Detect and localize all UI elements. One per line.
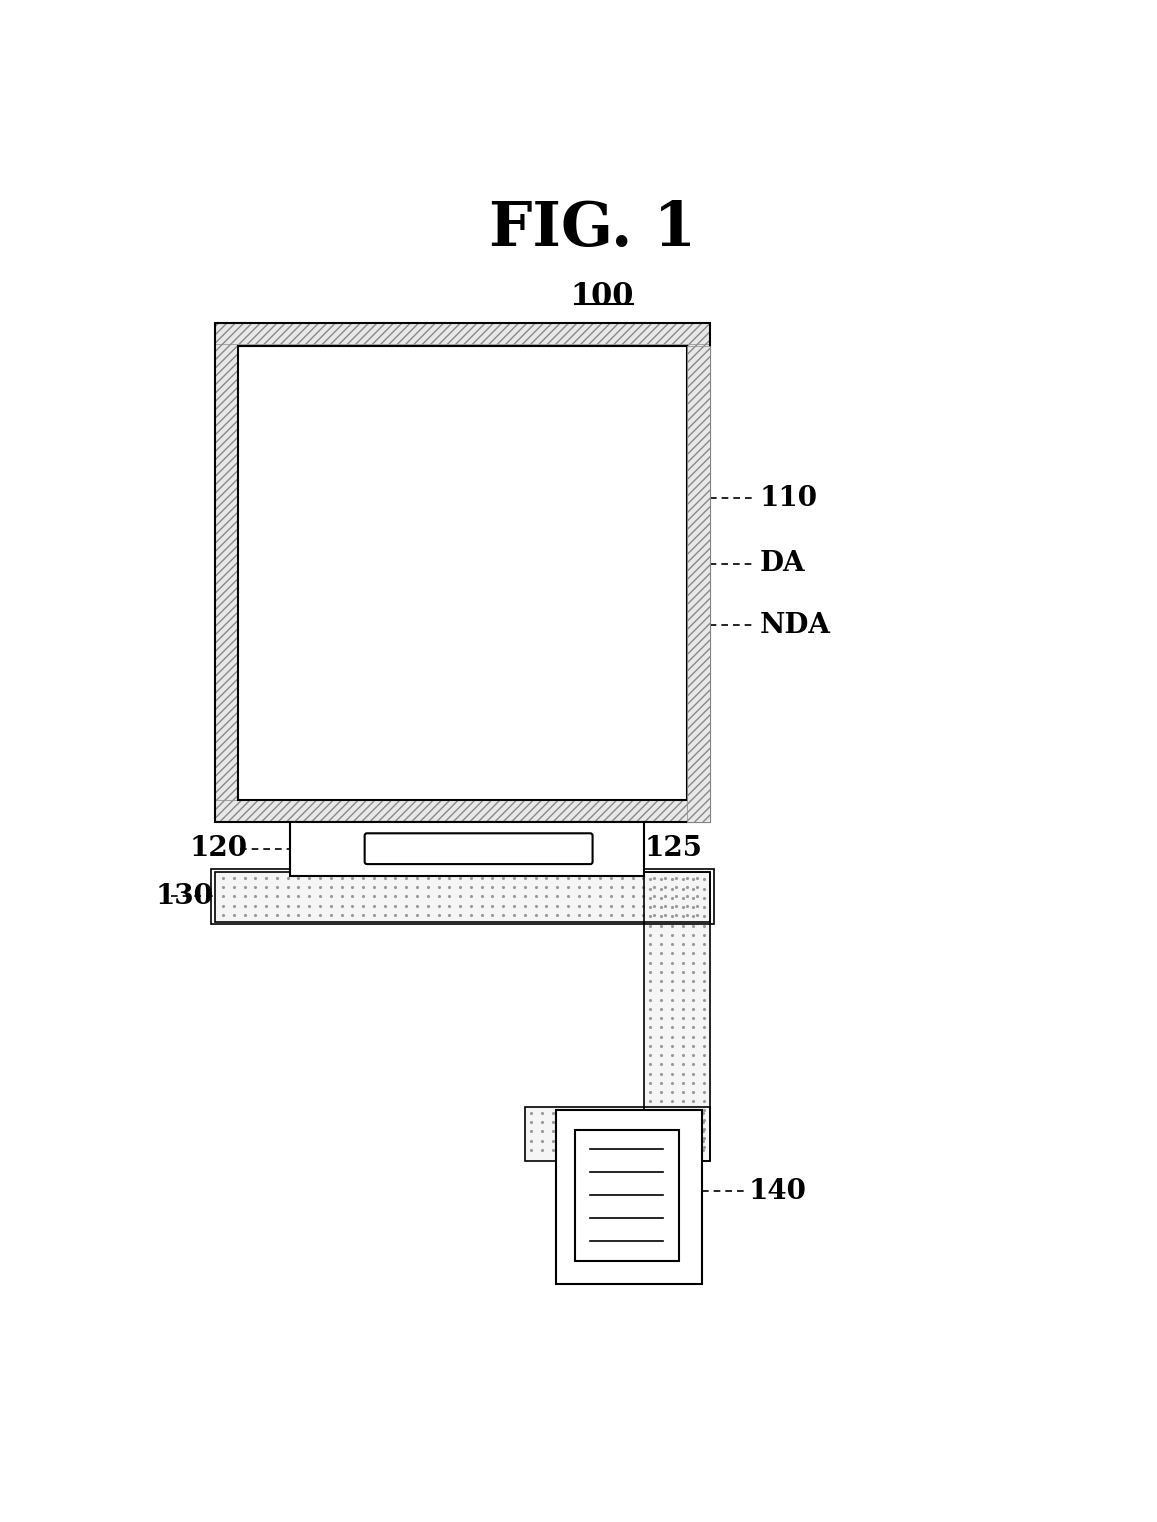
Bar <box>575 1129 679 1260</box>
Bar <box>644 872 709 1161</box>
Bar <box>555 1111 702 1283</box>
Text: 100: 100 <box>570 282 634 312</box>
Bar <box>215 323 237 822</box>
Bar <box>215 872 709 922</box>
Bar <box>525 1106 709 1161</box>
FancyBboxPatch shape <box>364 833 592 864</box>
Text: 120: 120 <box>190 836 248 861</box>
Bar <box>215 801 709 822</box>
Bar <box>215 323 709 822</box>
Text: 130: 130 <box>155 883 213 910</box>
Bar <box>215 323 709 344</box>
Text: 140: 140 <box>749 1178 806 1205</box>
Text: 110: 110 <box>760 486 818 511</box>
Bar <box>688 323 709 822</box>
Bar <box>238 345 686 801</box>
Text: 125: 125 <box>644 836 702 861</box>
Bar <box>686 345 709 822</box>
Bar <box>290 822 644 875</box>
Bar <box>644 872 709 1161</box>
Text: NDA: NDA <box>760 612 831 639</box>
Bar <box>525 1106 709 1161</box>
Bar <box>211 869 714 924</box>
Bar <box>215 872 709 922</box>
Text: DA: DA <box>760 551 805 577</box>
Text: FIG. 1: FIG. 1 <box>489 199 697 259</box>
